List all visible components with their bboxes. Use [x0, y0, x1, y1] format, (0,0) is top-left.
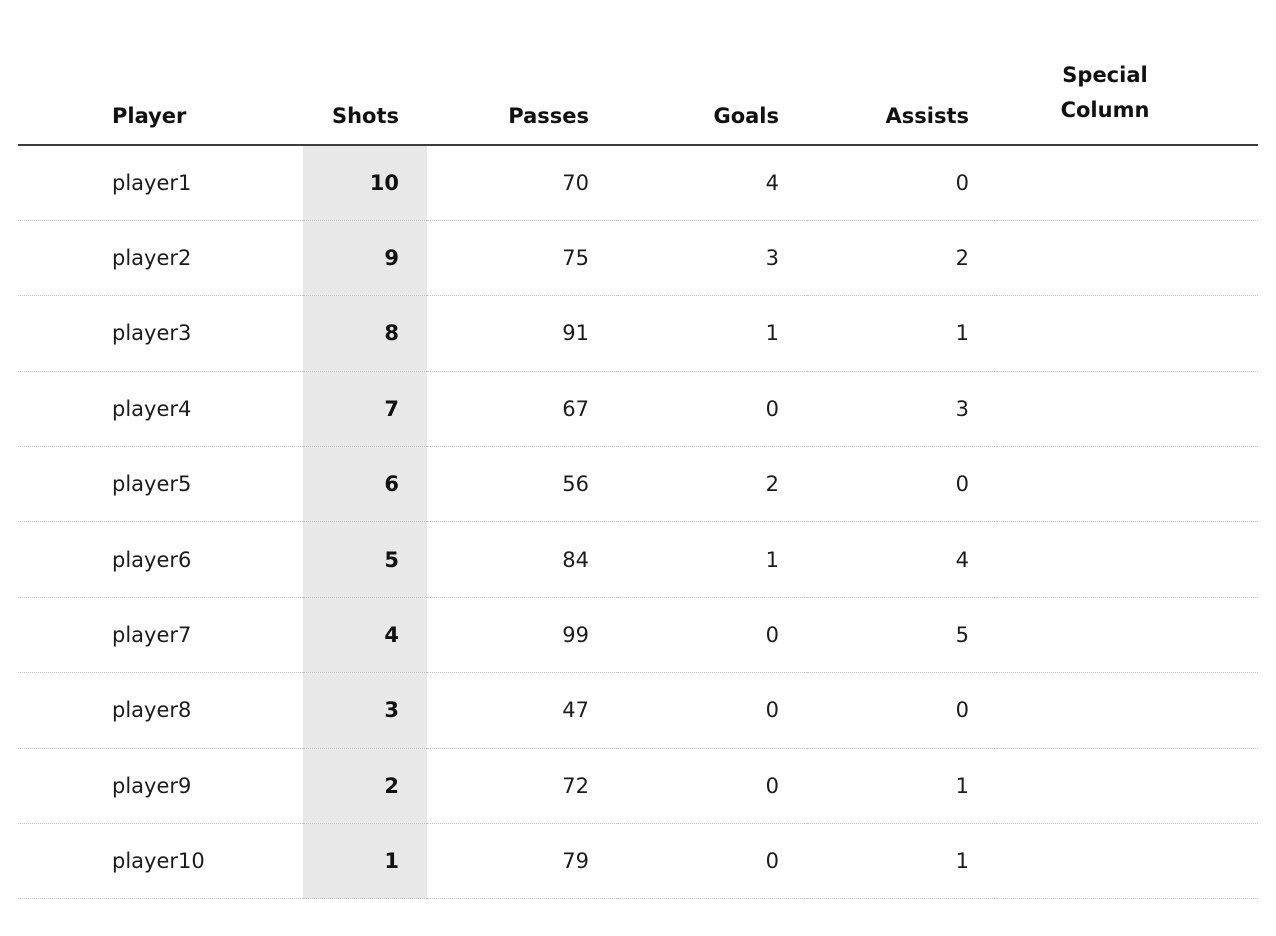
cell-goals: 4 — [617, 145, 807, 221]
cell-passes: 84 — [427, 521, 617, 598]
cell-player: player10 — [18, 823, 303, 900]
table-row: player3 8 91 1 1 — [18, 295, 1258, 372]
cell-player: player4 — [18, 371, 303, 448]
column-header-passes: Passes — [427, 0, 617, 146]
cell-assists: 1 — [807, 295, 997, 372]
cell-player: player6 — [18, 521, 303, 598]
cell-assists: 4 — [807, 521, 997, 598]
stats-table-container: Player Shots Passes Goals Assists Specia… — [18, 0, 1258, 900]
cell-player: player7 — [18, 597, 303, 674]
cell-passes: 91 — [427, 295, 617, 372]
table-row: player8 3 47 0 0 — [18, 672, 1258, 749]
cell-goals: 1 — [617, 521, 807, 598]
cell-special — [997, 521, 1258, 598]
cell-shots: 7 — [303, 371, 427, 448]
cell-player: player9 — [18, 748, 303, 825]
cell-special — [997, 823, 1258, 900]
cell-assists: 2 — [807, 220, 997, 297]
cell-shots: 1 — [303, 823, 427, 900]
cell-shots: 2 — [303, 748, 427, 825]
cell-goals: 3 — [617, 220, 807, 297]
cell-player: player3 — [18, 295, 303, 372]
cell-assists: 0 — [807, 672, 997, 749]
cell-passes: 99 — [427, 597, 617, 674]
cell-shots: 3 — [303, 672, 427, 749]
table-row: player7 4 99 0 5 — [18, 597, 1258, 674]
cell-passes: 79 — [427, 823, 617, 900]
cell-shots: 4 — [303, 597, 427, 674]
cell-passes: 56 — [427, 446, 617, 523]
column-header-assists: Assists — [807, 0, 997, 146]
cell-special — [997, 672, 1258, 749]
cell-special — [997, 295, 1258, 372]
cell-special — [997, 371, 1258, 448]
cell-assists: 0 — [807, 446, 997, 523]
cell-shots: 10 — [303, 145, 427, 221]
table-row: player2 9 75 3 2 — [18, 220, 1258, 297]
cell-assists: 5 — [807, 597, 997, 674]
cell-passes: 70 — [427, 145, 617, 221]
cell-goals: 0 — [617, 371, 807, 448]
cell-passes: 67 — [427, 371, 617, 448]
cell-goals: 0 — [617, 597, 807, 674]
player-stats-table: Player Shots Passes Goals Assists Specia… — [18, 0, 1258, 900]
cell-assists: 1 — [807, 748, 997, 825]
cell-goals: 0 — [617, 748, 807, 825]
column-header-shots: Shots — [303, 0, 427, 146]
cell-assists: 1 — [807, 823, 997, 900]
table-row: player9 2 72 0 1 — [18, 748, 1258, 825]
table-row: player1 10 70 4 0 — [18, 145, 1258, 221]
cell-player: player5 — [18, 446, 303, 523]
table-row: player10 1 79 0 1 — [18, 823, 1258, 900]
table-row: player5 6 56 2 0 — [18, 446, 1258, 523]
cell-special — [997, 446, 1258, 523]
cell-assists: 0 — [807, 145, 997, 221]
cell-passes: 72 — [427, 748, 617, 825]
cell-passes: 47 — [427, 672, 617, 749]
header-row: Player Shots Passes Goals Assists Specia… — [18, 0, 1258, 146]
cell-shots: 5 — [303, 521, 427, 598]
table-row: player4 7 67 0 3 — [18, 371, 1258, 448]
column-header-player: Player — [18, 0, 303, 146]
cell-player: player2 — [18, 220, 303, 297]
cell-special — [997, 748, 1258, 825]
table-row: player6 5 84 1 4 — [18, 521, 1258, 598]
cell-shots: 8 — [303, 295, 427, 372]
cell-special — [997, 220, 1258, 297]
cell-shots: 9 — [303, 220, 427, 297]
cell-passes: 75 — [427, 220, 617, 297]
cell-goals: 2 — [617, 446, 807, 523]
cell-goals: 1 — [617, 295, 807, 372]
cell-assists: 3 — [807, 371, 997, 448]
cell-shots: 6 — [303, 446, 427, 523]
column-header-goals: Goals — [617, 0, 807, 146]
column-header-special: Special Column — [997, 0, 1258, 146]
cell-player: player8 — [18, 672, 303, 749]
cell-goals: 0 — [617, 672, 807, 749]
cell-goals: 0 — [617, 823, 807, 900]
cell-special — [997, 597, 1258, 674]
cell-player: player1 — [18, 145, 303, 221]
cell-special — [997, 145, 1258, 221]
